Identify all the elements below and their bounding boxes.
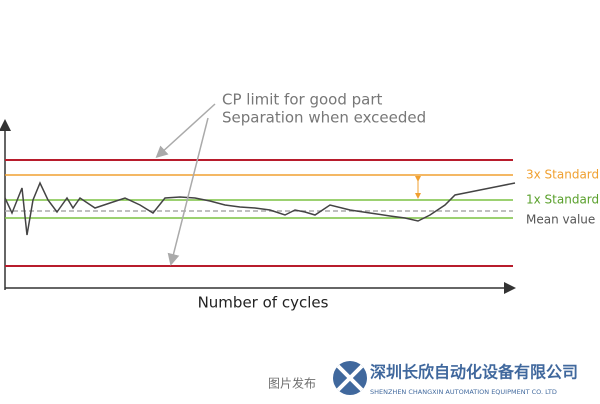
process-curve (4, 181, 516, 236)
watermark-text: SHENZHEN CHANGXIN AUTOMATION EQUIPMENT C… (370, 388, 557, 396)
pointer-arrow (155, 103, 216, 159)
annotation: CP limit for good part (222, 91, 382, 109)
watermark-text: 图片发布 (268, 376, 316, 391)
annotation: Separation when exceeded (222, 109, 426, 127)
pointer-arrow (167, 117, 209, 266)
label: 3x Standard (526, 168, 599, 182)
label: 1x Standard (526, 193, 599, 207)
watermark: 深圳长欣自动化设备有限公司 SHENZHEN CHANGXIN AUTOMATI… (268, 361, 578, 396)
watermark-text: 深圳长欣自动化设备有限公司 (370, 363, 578, 382)
label: Mean value (526, 213, 595, 227)
x-axis-label: Number of cycles (198, 294, 329, 312)
logo-mark (336, 364, 364, 392)
